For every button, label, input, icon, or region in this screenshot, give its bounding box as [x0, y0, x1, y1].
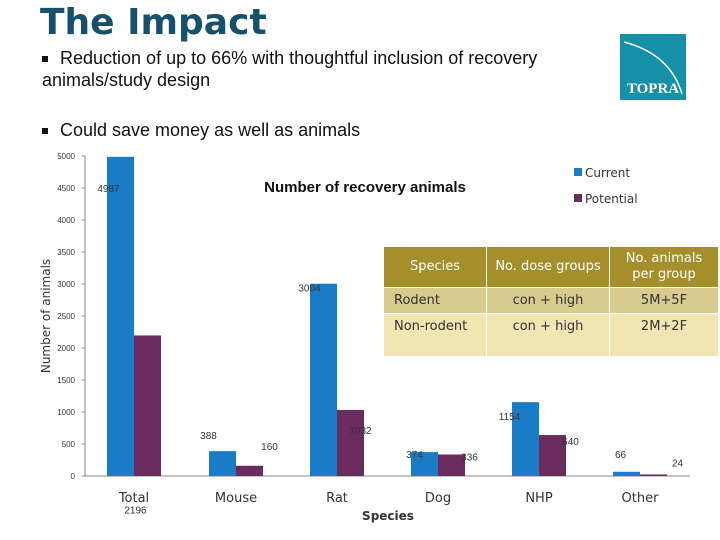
bar-potential-rat	[337, 409, 364, 476]
data-label: 24	[672, 458, 684, 469]
data-label: 1032	[349, 426, 372, 437]
y-tick-label: 4500	[57, 184, 75, 193]
cell: 5M+5F	[609, 287, 719, 314]
bullet-1: Reduction of up to 66% with thoughtful i…	[42, 47, 602, 91]
legend-label: Potential	[585, 192, 638, 206]
th: No. animals per group	[609, 246, 719, 288]
bullet-icon	[42, 128, 48, 135]
bullet-text: Could save money as well as animals	[60, 120, 361, 140]
bullet-text: Reduction of up to 66% with thoughtful i…	[42, 48, 538, 90]
bar-current-nhp	[512, 402, 539, 476]
data-label: 374	[406, 450, 423, 461]
data-label: 3004	[298, 284, 321, 295]
y-tick-label: 4000	[57, 216, 75, 225]
bar-current-total	[107, 156, 134, 476]
topra-logo: TOPRA	[620, 34, 686, 100]
data-label: 160	[261, 442, 278, 453]
legend-label: Current	[585, 166, 630, 180]
table-row: Non-rodent con + high 2M+2F	[383, 313, 719, 357]
x-tick-label: Total	[118, 491, 149, 506]
y-tick-label: 5000	[57, 152, 75, 161]
bullet-2: Could save money as well as animals	[42, 119, 360, 141]
design-table: Species No. dose groups No. animals per gr…	[383, 246, 719, 357]
th: Species	[383, 246, 487, 288]
y-tick-label: 3000	[57, 280, 75, 289]
legend-swatch	[574, 194, 582, 202]
chart-title: Number of recovery animals	[264, 179, 466, 196]
cell: con + high	[486, 287, 610, 314]
bar-potential-other	[640, 474, 667, 476]
y-tick-label: 2000	[57, 344, 75, 353]
y-axis-title: Number of animals	[39, 259, 53, 373]
bar-potential-total	[134, 335, 161, 476]
bar-current-mouse	[209, 451, 236, 476]
y-tick-label: 3500	[57, 248, 75, 257]
slide-title: The Impact	[40, 2, 267, 43]
legend-swatch	[574, 168, 582, 176]
x-tick-label: Dog	[425, 491, 451, 506]
cell: Non-rodent	[383, 313, 487, 357]
cell: 2M+2F	[609, 313, 719, 357]
bar-potential-nhp	[539, 435, 566, 476]
x-tick-label: Rat	[326, 491, 348, 506]
y-tick-label: 2500	[57, 312, 75, 321]
cell: con + high	[486, 313, 610, 357]
bar-current-other	[613, 471, 640, 476]
th: No. dose groups	[486, 246, 610, 288]
data-label: 2196	[124, 505, 147, 516]
bar-potential-mouse	[236, 465, 263, 476]
x-tick-label: NHP	[525, 491, 553, 506]
y-tick-label: 500	[62, 440, 76, 449]
data-label: 388	[200, 431, 217, 442]
data-label: 4987	[97, 184, 120, 195]
x-tick-label: Mouse	[215, 491, 257, 506]
y-tick-label: 1500	[57, 376, 75, 385]
y-tick-label: 0	[71, 472, 76, 481]
data-label: 66	[615, 450, 627, 461]
data-label: 640	[562, 437, 579, 448]
x-tick-label: Other	[622, 491, 660, 506]
cell: Rodent	[383, 287, 487, 314]
x-axis-title: Species	[362, 509, 414, 523]
data-label: 1154	[499, 412, 521, 423]
bar-current-rat	[310, 283, 337, 476]
y-tick-label: 1000	[57, 408, 75, 417]
data-label: 336	[461, 452, 478, 463]
bar-current-dog	[411, 452, 438, 476]
table-row: Rodent con + high 5M+5F	[383, 287, 719, 314]
bar-potential-dog	[438, 454, 465, 476]
bullet-icon	[42, 56, 48, 63]
